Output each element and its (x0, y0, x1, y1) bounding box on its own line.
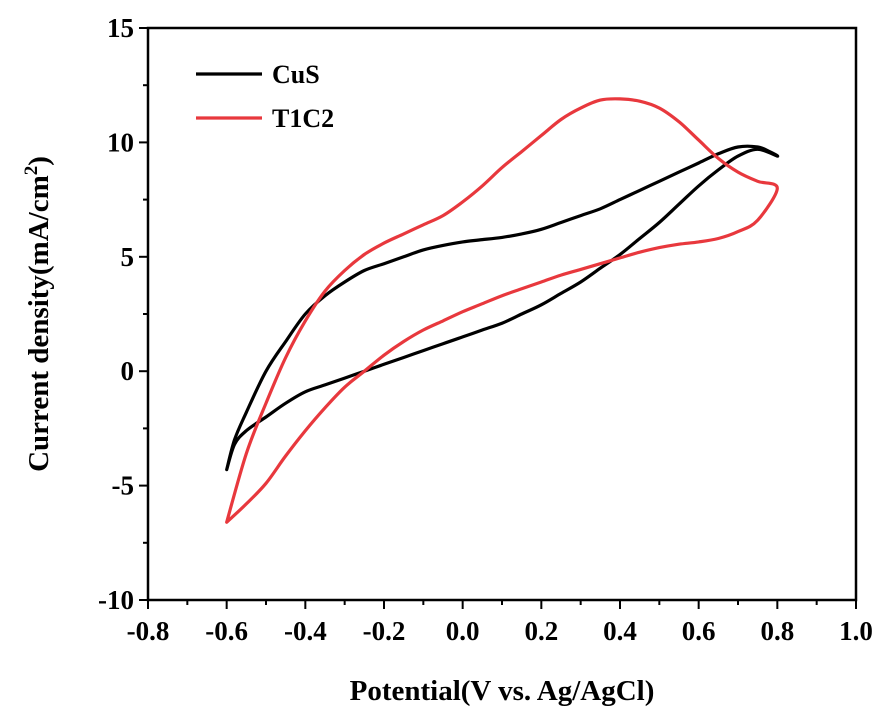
x-tick-label: -0.4 (284, 616, 327, 646)
x-tick-label: -0.2 (363, 616, 406, 646)
x-tick-label: 0.6 (682, 616, 716, 646)
ticks-layer: -0.8 -0.6 -0.4 -0.2 0.0 0.2 0.4 0.6 0.8 1.0 -10 -5 0… (98, 13, 873, 646)
y-tick-label: 0 (121, 356, 135, 386)
x-tick-label: 0.4 (603, 616, 637, 646)
legend-label-t1c2: T1C2 (272, 104, 334, 133)
y-tick-label: 10 (107, 127, 134, 157)
y-axis-title: Current density(mA/cm2) (21, 156, 55, 472)
series-line-cus (225, 144, 780, 472)
y-axis-title-close: ) (23, 156, 55, 166)
y-tick-label: 5 (121, 242, 135, 272)
x-tick-label: -0.6 (205, 616, 248, 646)
x-tick-label: 0.2 (524, 616, 558, 646)
series-layer (225, 97, 780, 524)
x-tick-label: 0.0 (446, 616, 480, 646)
y-axis-title-main: Current density(mA/cm (23, 175, 55, 472)
legend-label-cus: CuS (272, 60, 320, 89)
series-line-t1c2 (225, 97, 779, 524)
y-axis-title-superscript: 2 (21, 166, 42, 176)
x-tick-label: -0.8 (127, 616, 170, 646)
y-tick-label: 15 (107, 13, 134, 43)
y-tick-label: -5 (112, 471, 135, 501)
plot-frame (146, 26, 858, 602)
y-tick-label: -10 (98, 585, 134, 615)
legend: CuS T1C2 (196, 60, 334, 133)
x-tick-label: 1.0 (839, 616, 873, 646)
x-tick-label: 0.8 (760, 616, 794, 646)
x-axis-title: Potential(V vs. Ag/AgCl) (350, 675, 655, 707)
